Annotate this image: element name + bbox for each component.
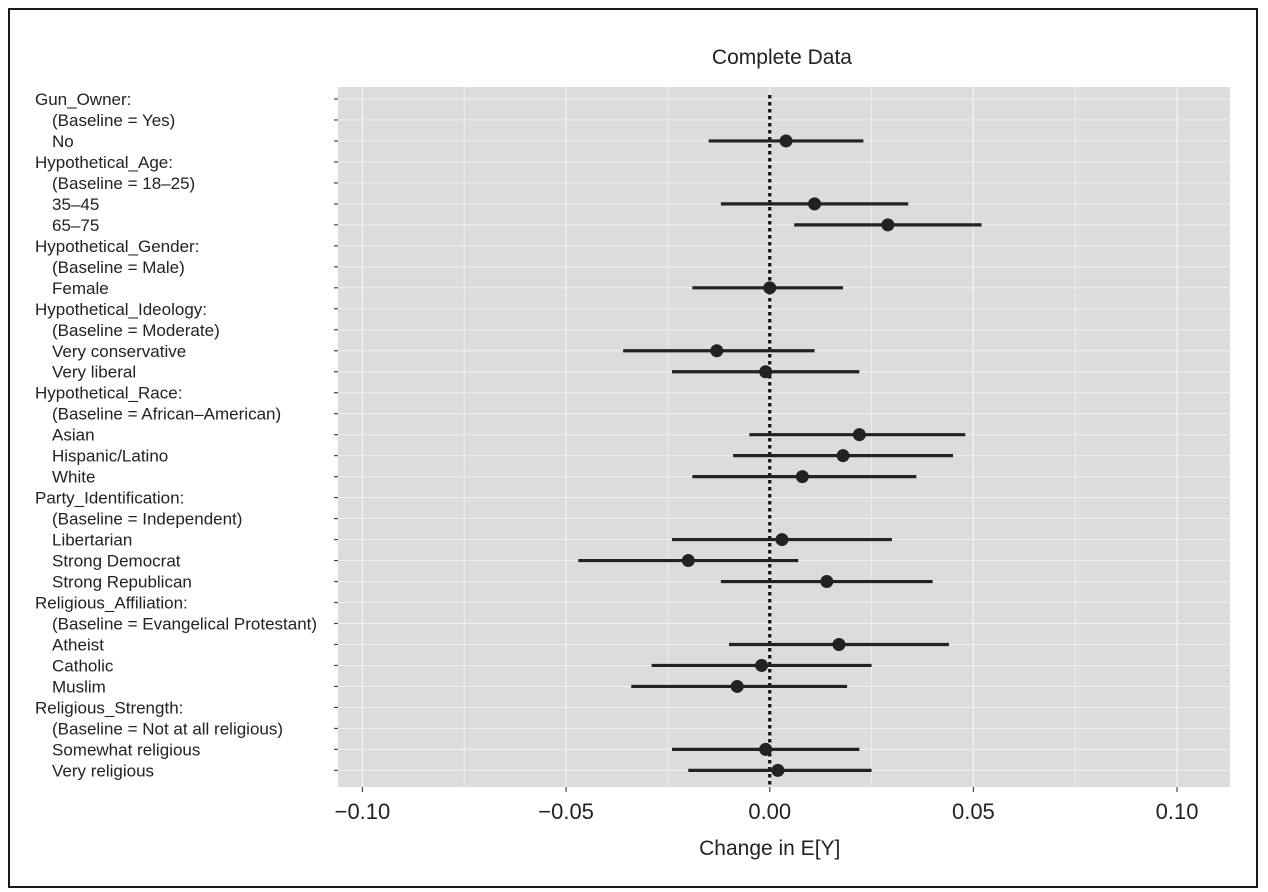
point-estimate <box>759 365 773 379</box>
row-label: (Baseline = Moderate) <box>52 321 220 340</box>
x-axis-label: Change in E[Y] <box>699 837 840 860</box>
row-label: (Baseline = African–American) <box>52 405 281 424</box>
point-estimate <box>730 679 744 693</box>
row-label: Very liberal <box>52 363 136 382</box>
row-label: (Baseline = Male) <box>52 258 185 277</box>
row-label: Party_Identification: <box>35 489 184 508</box>
chart-title: Complete Data <box>712 46 852 69</box>
row-label: 65–75 <box>52 216 99 235</box>
x-axis-ticks: −0.10 −0.05 0.00 0.05 0.10 <box>335 787 1199 824</box>
row-label: Very religious <box>52 761 154 780</box>
point-estimate <box>681 554 695 568</box>
point-estimate <box>771 763 785 777</box>
point-estimate <box>832 637 846 651</box>
point-estimate <box>763 281 777 295</box>
row-label: Hispanic/Latino <box>52 447 168 466</box>
row-ticks <box>334 98 338 771</box>
row-label: 35–45 <box>52 195 99 214</box>
x-tick-label: 0.05 <box>952 799 995 824</box>
point-estimate <box>836 449 850 463</box>
row-label: Gun_Owner: <box>35 90 131 109</box>
row-label: (Baseline = Not at all religious) <box>52 719 283 738</box>
row-label: Religious_Strength: <box>35 698 183 717</box>
row-label: Somewhat religious <box>52 740 200 759</box>
row-label: Hypothetical_Ideology: <box>35 300 207 319</box>
row-label: (Baseline = Independent) <box>52 510 242 529</box>
row-label: (Baseline = Evangelical Protestant) <box>52 615 317 634</box>
point-estimate <box>852 428 866 442</box>
point-estimate <box>881 218 895 232</box>
point-estimate <box>820 575 834 589</box>
point-estimate <box>808 197 822 211</box>
estimate-marks <box>578 134 982 777</box>
row-label: Hypothetical_Age: <box>35 153 173 172</box>
row-label: Muslim <box>52 677 106 696</box>
row-labels: Gun_Owner: (Baseline = Yes) No Hypothetical… <box>35 90 317 780</box>
row-label: Atheist <box>52 635 104 654</box>
row-label: Very conservative <box>52 342 186 361</box>
x-tick-label: −0.05 <box>538 799 594 824</box>
point-estimate <box>779 134 793 148</box>
x-tick-label: 0.00 <box>748 799 791 824</box>
x-tick-label: −0.10 <box>335 799 391 824</box>
point-estimate <box>755 658 769 672</box>
row-label: Strong Democrat <box>52 552 181 571</box>
row-label: Strong Republican <box>52 573 192 592</box>
row-label: Catholic <box>52 656 114 675</box>
point-estimate <box>795 470 809 484</box>
row-label: Hypothetical_Race: <box>35 384 182 403</box>
row-label: Libertarian <box>52 531 132 550</box>
row-label: No <box>52 132 74 151</box>
row-label: (Baseline = Yes) <box>52 111 175 130</box>
x-tick-label: 0.10 <box>1156 799 1199 824</box>
row-label: (Baseline = 18–25) <box>52 174 195 193</box>
row-label: Asian <box>52 426 95 445</box>
row-label: Female <box>52 279 109 298</box>
plot-panel <box>338 87 1230 787</box>
row-label: White <box>52 468 95 487</box>
point-estimate <box>775 533 789 547</box>
point-estimate <box>759 742 773 756</box>
row-label: Religious_Affiliation: <box>35 594 188 613</box>
row-label: Hypothetical_Gender: <box>35 237 199 256</box>
point-estimate <box>710 344 724 358</box>
